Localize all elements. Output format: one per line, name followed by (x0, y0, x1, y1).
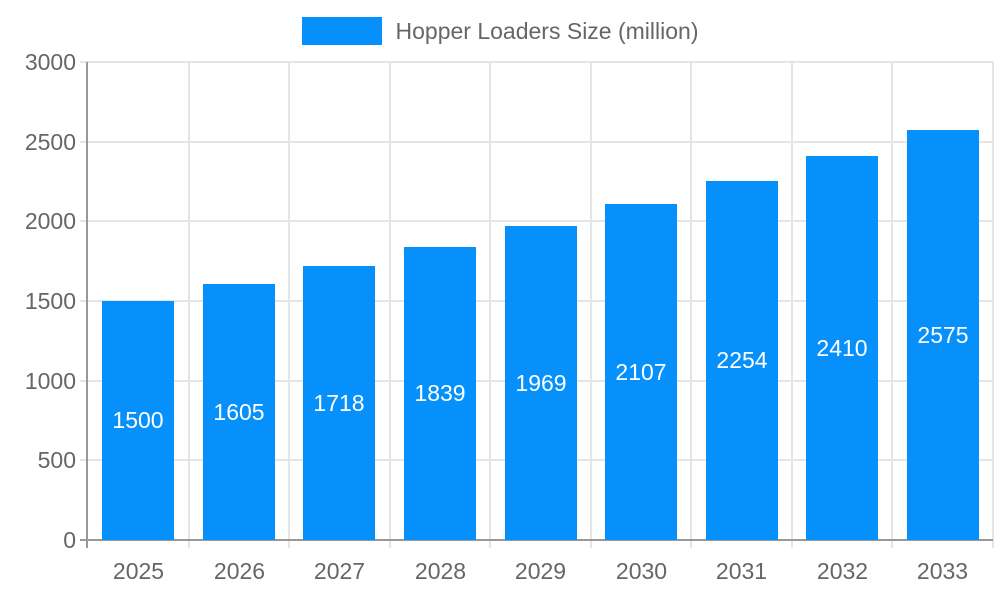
bar-2032[interactable]: 2410 (806, 156, 878, 540)
x-gridline (389, 62, 391, 540)
bar-2026[interactable]: 1605 (203, 284, 275, 540)
bar-2025[interactable]: 1500 (102, 301, 174, 540)
bar-value-label: 2107 (615, 358, 667, 385)
bar-value-label: 1605 (213, 398, 265, 425)
x-tick-mark (791, 540, 793, 548)
bar-value-label: 1969 (515, 369, 567, 396)
y-tick-mark (80, 61, 88, 63)
bar-2027[interactable]: 1718 (303, 266, 375, 540)
y-axis-tick-label: 2000 (24, 208, 76, 234)
x-tick-mark (891, 540, 893, 548)
y-gridline (88, 141, 993, 143)
y-axis-tick-label: 2500 (24, 129, 76, 155)
bar-2028[interactable]: 1839 (404, 247, 476, 540)
y-tick-mark (80, 380, 88, 382)
x-axis-tick-label: 2032 (816, 558, 869, 584)
x-tick-mark (690, 540, 692, 548)
y-tick-mark (80, 220, 88, 222)
x-gridline (288, 62, 290, 540)
legend-label: Hopper Loaders Size (million) (395, 18, 699, 44)
bar-value-label: 2254 (716, 347, 768, 373)
x-gridline (791, 62, 793, 540)
x-axis-tick-label: 2025 (112, 558, 165, 584)
x-gridline (992, 62, 994, 540)
x-axis-tick-label: 2028 (414, 558, 467, 584)
x-axis-tick-label: 2030 (615, 558, 668, 584)
y-tick-mark (80, 459, 88, 461)
y-axis-line (86, 62, 88, 548)
x-tick-mark (389, 540, 391, 548)
y-gridline (88, 61, 993, 63)
x-tick-mark (288, 540, 290, 548)
x-gridline (690, 62, 692, 540)
y-tick-mark (80, 141, 88, 143)
chart-legend[interactable]: Hopper Loaders Size (million) (0, 17, 1000, 45)
y-axis-tick-label: 3000 (24, 49, 76, 75)
x-axis-tick-label: 2026 (213, 558, 266, 584)
bar-2030[interactable]: 2107 (605, 204, 677, 540)
bar-value-label: 1839 (414, 380, 466, 406)
y-gridline (88, 220, 993, 222)
y-axis-tick-label: 1500 (24, 288, 76, 314)
y-axis-tick-label: 500 (37, 447, 76, 473)
y-tick-mark (80, 300, 88, 302)
y-axis-tick-label: 0 (63, 527, 76, 553)
bar-value-label: 1500 (112, 407, 164, 433)
y-axis-tick-label: 1000 (24, 368, 76, 394)
bar-2031[interactable]: 2254 (706, 181, 778, 540)
x-axis-line (80, 539, 993, 541)
x-axis-tick-label: 2033 (916, 558, 969, 584)
bar-value-label: 1718 (313, 389, 365, 416)
x-axis-tick-label: 2029 (514, 558, 567, 584)
x-gridline (590, 62, 592, 540)
x-gridline (891, 62, 893, 540)
x-axis-tick-label: 2031 (715, 558, 768, 584)
x-axis-tick-label: 2027 (313, 558, 366, 584)
x-tick-mark (590, 540, 592, 548)
x-tick-mark (188, 540, 190, 548)
x-tick-mark (992, 540, 994, 548)
legend-swatch (301, 17, 382, 45)
x-gridline (188, 62, 190, 540)
bar-2033[interactable]: 2575 (907, 130, 979, 540)
bar-value-label: 2410 (816, 334, 868, 361)
bar-value-label: 2575 (917, 321, 969, 348)
bar-2029[interactable]: 1969 (505, 226, 577, 540)
x-gridline (489, 62, 491, 540)
x-tick-mark (489, 540, 491, 548)
